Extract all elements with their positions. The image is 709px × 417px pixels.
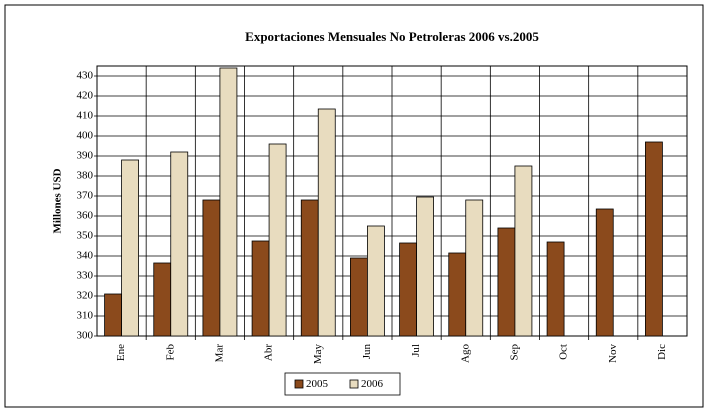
y-tick-label: 420 bbox=[77, 90, 94, 102]
bar bbox=[251, 240, 270, 337]
bar bbox=[219, 67, 238, 337]
bar bbox=[202, 199, 221, 337]
bar bbox=[153, 262, 172, 337]
x-tick-label: Mar bbox=[213, 344, 225, 363]
y-axis-label: Millones USD bbox=[52, 168, 64, 233]
bar bbox=[645, 141, 663, 337]
x-tick-label: Ago bbox=[459, 344, 471, 363]
y-tick-label: 390 bbox=[77, 150, 94, 162]
x-tick-label: Abr bbox=[263, 344, 275, 361]
bar bbox=[350, 257, 368, 337]
bar bbox=[121, 159, 139, 337]
bar bbox=[546, 241, 565, 337]
y-tick-label: 410 bbox=[77, 110, 94, 122]
y-tick-label: 340 bbox=[77, 250, 94, 262]
bar bbox=[268, 143, 287, 337]
bar bbox=[399, 242, 417, 337]
bar bbox=[448, 252, 467, 337]
x-tick-label: Dic bbox=[656, 344, 668, 360]
legend-label: 2006 bbox=[361, 378, 384, 390]
legend-label: 2005 bbox=[306, 378, 329, 390]
bar bbox=[317, 108, 336, 337]
bar bbox=[367, 225, 385, 337]
y-tick-label: 360 bbox=[77, 210, 94, 222]
bar bbox=[497, 227, 516, 337]
bar bbox=[300, 199, 319, 337]
y-tick-label: 380 bbox=[77, 170, 94, 182]
x-tick-label: Sep bbox=[508, 344, 520, 361]
y-tick-label: 370 bbox=[77, 190, 94, 202]
y-tick-label: 430 bbox=[77, 70, 94, 82]
y-tick-label: 400 bbox=[77, 130, 94, 142]
y-tick-label: 330 bbox=[77, 270, 94, 282]
bar bbox=[416, 196, 434, 337]
x-tick-label: Oct bbox=[558, 344, 570, 360]
bar bbox=[465, 199, 484, 337]
y-tick-label: 350 bbox=[77, 230, 94, 242]
chart-title: Exportaciones Mensuales No Petroleras 20… bbox=[245, 29, 539, 44]
y-tick-label: 310 bbox=[77, 310, 94, 322]
bar bbox=[170, 151, 189, 337]
y-tick-label: 300 bbox=[77, 330, 94, 342]
legend-box bbox=[284, 372, 401, 396]
x-tick-label: Ene bbox=[115, 344, 127, 361]
x-tick-label: Jun bbox=[361, 344, 373, 360]
x-tick-label: Feb bbox=[164, 344, 176, 361]
bar bbox=[595, 208, 614, 337]
y-tick-label: 320 bbox=[77, 290, 94, 302]
x-tick-label: May bbox=[312, 344, 324, 365]
bar bbox=[514, 165, 533, 337]
bar bbox=[104, 293, 122, 337]
x-tick-label: Nov bbox=[607, 344, 619, 363]
legend-swatch bbox=[349, 379, 359, 389]
legend-swatch bbox=[294, 379, 304, 389]
x-tick-label: Jul bbox=[410, 344, 422, 357]
